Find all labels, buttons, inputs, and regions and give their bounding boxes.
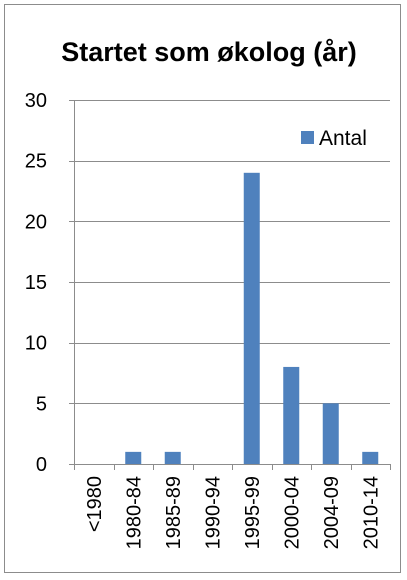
legend-label-antal: Antal — [319, 127, 367, 150]
x-tick-label: 2004-09 — [321, 476, 343, 549]
legend: Antal — [301, 127, 367, 150]
x-tick-label: 1985-89 — [163, 476, 185, 549]
x-tick-label: 1980-84 — [123, 476, 145, 549]
y-tick-label: 5 — [36, 393, 47, 415]
y-tick-label: 15 — [25, 272, 47, 294]
bar-2000-04 — [283, 366, 300, 464]
y-tick-label: 0 — [36, 454, 47, 476]
bar-1995-99 — [243, 172, 260, 465]
x-tick-label: 2000-04 — [281, 476, 303, 549]
legend-swatch — [301, 131, 314, 144]
bar-1980-84 — [125, 451, 142, 464]
y-tick-label: 30 — [25, 90, 47, 112]
x-tick-label: <1980 — [84, 476, 106, 532]
chart-frame: Startet som økolog (år) 0 5 10 15 20 25 30 <19… — [4, 4, 401, 573]
x-tick-label: 1995-99 — [242, 476, 264, 549]
chart-svg: Startet som økolog (år) 0 5 10 15 20 25 30 <19… — [25, 37, 391, 549]
bar-1985-89 — [164, 451, 181, 464]
chart-title: Startet som økolog (år) — [61, 37, 357, 67]
x-tick-label: 1990-94 — [202, 476, 224, 549]
bar-2010-14 — [362, 451, 379, 464]
axes — [69, 100, 391, 470]
y-tick-label: 25 — [25, 151, 47, 173]
x-tick-label: 2010-14 — [360, 476, 382, 549]
y-tick-label: 20 — [25, 211, 47, 233]
x-tick-labels: <1980 1980-84 1985-89 1990-94 1995-99 2000-04… — [84, 476, 383, 549]
y-tick-label: 10 — [25, 333, 47, 355]
bar-2004-09 — [322, 403, 339, 464]
y-tick-labels: 0 5 10 15 20 25 30 — [25, 90, 47, 476]
bars — [125, 172, 379, 465]
